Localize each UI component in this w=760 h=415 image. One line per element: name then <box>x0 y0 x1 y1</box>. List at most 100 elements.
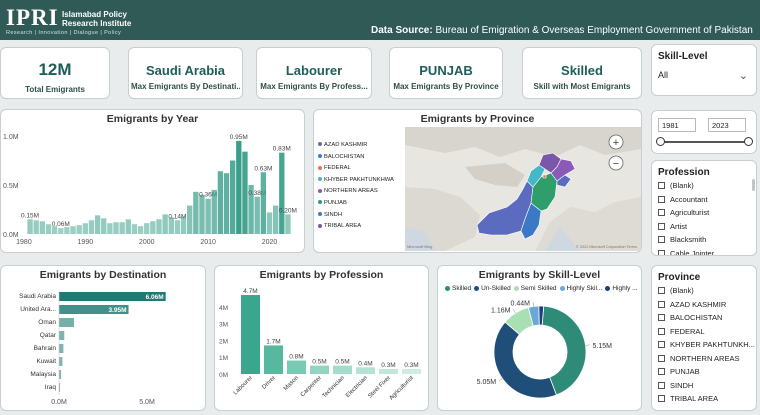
destination-bar <box>59 318 74 327</box>
year-bar <box>125 219 131 234</box>
destination-label: Kuwait <box>36 358 56 365</box>
province-item-label: FEDERAL <box>670 326 705 336</box>
year-from-input[interactable]: 1981 <box>658 118 696 132</box>
year-bar <box>82 223 88 234</box>
profession-label: Technician <box>322 375 346 399</box>
data-source-text: Bureau of Emigration & Overseas Employme… <box>435 25 753 36</box>
profession-value: 0.5M <box>312 359 326 366</box>
year-bar-label: 0.20M <box>279 207 297 214</box>
profession-bar <box>379 368 398 374</box>
profession-label: Driver <box>261 375 277 391</box>
province-map[interactable]: + − Microsoft Bing © 2022 Microsoft Corp… <box>405 127 641 251</box>
map-legend-item: SINDH <box>318 210 394 222</box>
profession-item[interactable]: Agriculturist <box>658 206 714 220</box>
year-bar <box>254 196 260 234</box>
emigrants-by-skill-title: Emigrants by Skill-Level <box>478 269 601 281</box>
year-bar <box>266 212 273 234</box>
map-legend-item: KHYBER PAKHTUNKHWA <box>318 175 394 187</box>
profession-item-label: Agriculturist <box>670 208 710 218</box>
logo-tagline: Research | Innovation | Dialogue | Polic… <box>6 30 122 36</box>
year-to-input[interactable]: 2023 <box>708 118 746 132</box>
profession-item[interactable]: (Blank) <box>658 179 714 193</box>
province-item[interactable]: NORTHERN AREAS <box>658 352 755 366</box>
year-bar-label: 0.38M <box>248 190 266 197</box>
checkbox[interactable] <box>658 300 665 308</box>
checkbox[interactable] <box>658 341 665 349</box>
year-bar <box>260 172 267 234</box>
checkbox[interactable] <box>658 222 665 230</box>
year-bar-label: 0.83M <box>273 146 291 153</box>
skill-level-slicer: Skill-Level All ⌄ <box>651 44 757 96</box>
province-item[interactable]: BALOCHISTAN <box>658 311 755 325</box>
checkbox[interactable] <box>658 209 665 217</box>
profession-scrollbar[interactable] <box>752 179 755 191</box>
checkbox[interactable] <box>658 327 665 335</box>
data-source: Data Source: Bureau of Emigration & Over… <box>371 25 753 36</box>
year-bar <box>217 171 224 234</box>
profession-label: Mason <box>283 375 300 392</box>
emigrants-by-profession-chart: 0M 1M 2M 3M 4M 4.7M Labourer 1.7M Driver 0.8M Maso… <box>219 288 421 402</box>
year-bar-label: 0.14M <box>168 213 186 220</box>
skill-legend-item: Semi Skilled <box>511 285 557 292</box>
destination-label: Oman <box>38 319 56 326</box>
checkbox[interactable] <box>658 381 665 389</box>
legend-dot <box>318 212 322 217</box>
skill-legend-label: Un-Skilled <box>481 285 511 292</box>
profession-label: Electrician <box>345 375 369 399</box>
year-bar <box>64 227 70 234</box>
legend-dot <box>318 188 322 193</box>
profession-bar <box>241 295 260 374</box>
profession-item[interactable]: Blacksmith <box>658 233 714 247</box>
emigrants-by-skill-card: Emigrants by Skill-Level Skilled Un-Skill… <box>437 265 642 411</box>
province-item[interactable]: FEDERAL <box>658 325 755 339</box>
year-bar <box>279 152 285 234</box>
profession-item[interactable]: Artist <box>658 220 714 234</box>
province-item[interactable]: KHYBER PAKHTUNKH... <box>658 338 755 352</box>
profession-item[interactable]: Cable Jointer <box>658 247 714 255</box>
checkbox[interactable] <box>658 182 665 190</box>
year-bar <box>285 214 291 234</box>
profession-value: 0.8M <box>289 354 303 361</box>
zoom-in-icon[interactable]: + <box>613 137 619 149</box>
checkbox[interactable] <box>658 354 665 362</box>
province-item[interactable]: AZAD KASHMIR <box>658 298 755 312</box>
profession-item[interactable]: Accountant <box>658 193 714 207</box>
province-item-label: NORTHERN AREAS <box>670 353 740 363</box>
province-item-label: KHYBER PAKHTUNKH... <box>670 340 755 350</box>
profession-bar <box>356 367 375 374</box>
y-tick-label: 4M <box>219 305 228 312</box>
year-bar <box>211 189 217 234</box>
destination-value: 3.95M <box>108 307 126 314</box>
y-tick-label: 0M <box>219 372 228 379</box>
province-item[interactable]: TRIBAL AREA <box>658 392 755 406</box>
checkbox[interactable] <box>658 195 665 203</box>
skill-slice <box>541 305 587 396</box>
checkbox[interactable] <box>658 249 665 255</box>
checkbox[interactable] <box>658 368 665 376</box>
year-bar <box>39 221 46 234</box>
checkbox[interactable] <box>658 287 665 295</box>
year-range-handle-start[interactable] <box>656 137 665 146</box>
province-list: (Blank) AZAD KASHMIR BALOCHISTAN FEDERAL KHY… <box>658 284 755 406</box>
y-tick-label: 2M <box>219 338 228 345</box>
checkbox[interactable] <box>658 395 665 403</box>
year-range-handle-end[interactable] <box>744 137 753 146</box>
skill-level-dropdown[interactable]: All ⌄ <box>658 70 748 86</box>
year-bar <box>76 225 82 234</box>
province-item[interactable]: (Blank) <box>658 284 755 298</box>
legend-dot <box>318 177 322 182</box>
kpi-max-destination: Saudi Arabia Max Emigrants By Destinati.… <box>128 47 243 99</box>
zoom-out-icon[interactable]: − <box>613 158 619 170</box>
province-item[interactable]: SINDH <box>658 379 755 393</box>
year-bar-label: 0.06M <box>52 221 70 228</box>
province-item[interactable]: PUNJAB <box>658 365 755 379</box>
emigrants-by-destination-title: Emigrants by Destination <box>39 269 167 281</box>
checkbox[interactable] <box>658 236 665 244</box>
skill-leader-line <box>513 309 516 314</box>
checkbox[interactable] <box>658 314 665 322</box>
skill-leader-line <box>532 302 534 307</box>
profession-value: 0.5M <box>335 359 349 366</box>
profession-bar <box>264 345 283 374</box>
year-bar <box>119 222 125 234</box>
legend-dot <box>318 200 322 205</box>
